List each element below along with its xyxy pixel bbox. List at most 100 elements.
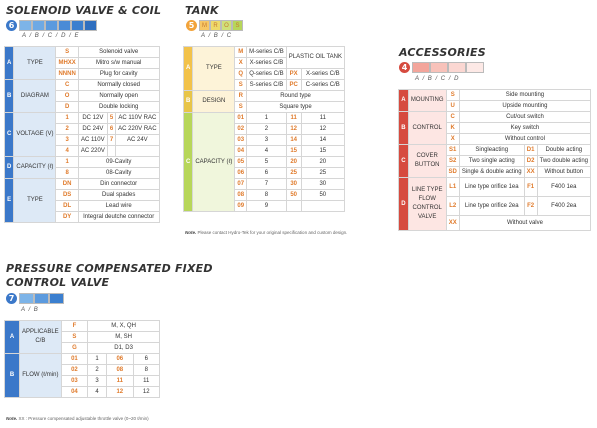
desc: Dual spades [77, 189, 160, 201]
section-C: C [182, 112, 194, 212]
pcfc-note: Note. XX : Pressure compensated adjustab… [6, 416, 149, 421]
table-row: XX Without valve [399, 215, 592, 231]
desc: Plug for cavity [77, 68, 160, 80]
code-box: M [199, 20, 210, 31]
code: XX [445, 215, 460, 231]
desc: Two single acting [458, 155, 525, 167]
code: PX [285, 68, 302, 80]
code: 01 [60, 353, 89, 365]
desc: Double locking [77, 101, 160, 113]
code: 25 [285, 167, 302, 179]
table-row: 05 5 20 20 [184, 156, 346, 168]
table-row: S2 Two single acting D2 Two double acting [399, 155, 592, 167]
code: 06 [234, 167, 248, 179]
desc: 12 [300, 123, 346, 135]
code: 08 [234, 189, 248, 201]
table-row: 3 AC 110V 7 AC 24V [5, 134, 160, 146]
code: 12 [106, 386, 134, 398]
table-row: E TYPE DN Din connector [3, 178, 160, 223]
table-row: A TYPE M M-series C/B PLASTIC OIL TANK [182, 46, 346, 91]
code: XX [523, 166, 538, 178]
code: F1 [523, 177, 538, 197]
desc: D1, D3 [87, 342, 160, 354]
desc: 6 [246, 167, 287, 179]
desc: X-series C/B [300, 68, 346, 80]
section-A: A [182, 46, 194, 91]
table-row: C COVER BUTTON S1 Singleacting D1 Double acti… [398, 144, 592, 178]
desc: 09-Cavity [77, 156, 160, 168]
tank-code-boxes: M R O S [199, 20, 243, 31]
accessories-title: ACCESSORIES [399, 46, 486, 59]
desc: M-series C/B [246, 46, 287, 58]
desc: Din connector [77, 178, 160, 190]
code: D2 [523, 155, 538, 167]
solenoid-code-strip: 6 [6, 20, 97, 31]
desc: Without button [536, 166, 592, 178]
desc: AC 110V RAC [115, 112, 160, 124]
code: D [55, 101, 79, 113]
empty-cell [300, 200, 346, 212]
code: 08 [106, 364, 134, 376]
desc: 30 [300, 178, 346, 190]
empty-cell [106, 145, 117, 157]
code: 05 [234, 156, 248, 168]
code: 07 [234, 178, 248, 190]
code: SD [445, 166, 460, 178]
desc: F400 1ea [536, 177, 592, 197]
code-box [19, 293, 34, 304]
code: O [55, 90, 79, 102]
desc: 15 [300, 145, 346, 157]
desc: Integral deutche connector [77, 211, 160, 223]
label-cover-button: COVER BUTTON [407, 144, 447, 178]
code: 12 [285, 123, 302, 135]
solenoid-title: SOLENOID VALVE & COIL [6, 4, 162, 17]
desc: Single & double acting [458, 166, 525, 178]
table-row: C VOLTAGE (V) 1 DC 12V 5 AC 110V RAC [3, 112, 160, 157]
desc: 9 [246, 200, 287, 212]
solenoid-badge: 6 [6, 20, 17, 31]
desc: 11 [132, 375, 161, 387]
desc: 4 [87, 386, 108, 398]
code: 1 [55, 112, 79, 124]
desc: Upside mounting [458, 100, 592, 112]
desc: Line type orifice 1ea [458, 177, 525, 197]
code: 03 [234, 134, 248, 146]
code: S [445, 89, 460, 101]
code-box [34, 293, 49, 304]
code: F2 [523, 196, 538, 216]
table-row: 08 8 50 50 [184, 189, 346, 201]
code: 3 [55, 134, 79, 146]
desc: 8 [132, 364, 161, 376]
table-row: D CAPACITY (ℓ) 1 09-Cavity [3, 156, 160, 179]
code: C [55, 79, 79, 91]
desc: Q-series C/B [246, 68, 287, 80]
table-row: Q Q-series C/B PX X-series C/B [184, 68, 346, 80]
pcfc-title-line1: PRESSURE COMPENSATED FIXED [6, 262, 213, 275]
code: S [60, 331, 89, 343]
desc: M, X, QH [87, 320, 160, 332]
desc: 2 [246, 123, 287, 135]
code: DY [55, 211, 79, 223]
desc: 25 [300, 167, 346, 179]
code: 09 [234, 200, 248, 212]
code: DN [55, 178, 79, 190]
desc: Normally closed [77, 79, 160, 91]
code: 06 [106, 353, 134, 365]
table-row: 04 4 15 15 [184, 145, 346, 157]
desc: Without control [458, 133, 592, 145]
desc: AC 110V [77, 134, 108, 146]
accessories-letters: A / B / C / D [415, 76, 460, 82]
table-row: 04 4 12 12 [5, 386, 161, 398]
label-type: TYPE [13, 46, 57, 80]
desc: 14 [300, 134, 346, 146]
desc: 3 [87, 375, 108, 387]
table-row: DY Integral deutche connector [5, 211, 160, 223]
code: S [234, 79, 248, 91]
code: DS [55, 189, 79, 201]
table-row: A TYPE S Solenoid valve [3, 46, 160, 80]
code: MHXX [55, 57, 79, 69]
tank-badge: 5 [186, 20, 197, 31]
table-row: C CAPACITY (ℓ) 01 1 11 11 [182, 112, 346, 212]
section-B: B [398, 111, 409, 145]
section-B: B [182, 90, 194, 113]
